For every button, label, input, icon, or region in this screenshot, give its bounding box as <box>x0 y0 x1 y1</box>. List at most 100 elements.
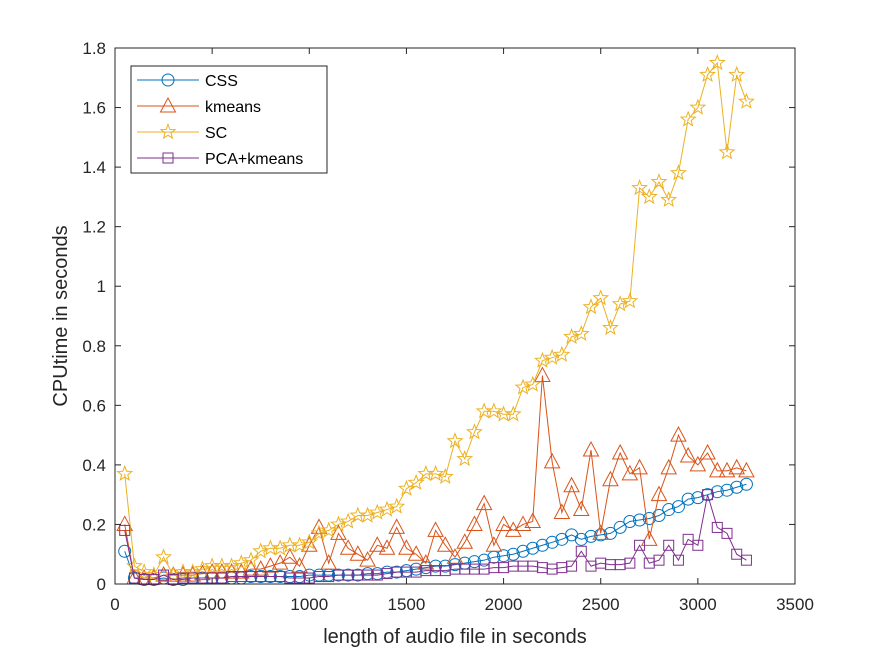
data-point-kmeans <box>417 554 435 570</box>
data-point-sc <box>388 497 406 514</box>
ticks-layer: 0 500 1000 1500 2000 2500 3000 3500 0 0.2 0.4 0.6 0.… <box>82 39 814 614</box>
data-point-sc <box>456 450 474 467</box>
x-tick-label: 500 <box>198 595 226 614</box>
data-point-pca-kmeans <box>566 560 578 572</box>
data-point-sc <box>592 289 610 306</box>
data-point-kmeans <box>359 551 376 567</box>
y-tick-label: 0.4 <box>82 456 106 475</box>
data-point-css <box>477 553 491 567</box>
data-point-sc <box>669 164 687 181</box>
x-tick-label: 2500 <box>582 595 620 614</box>
x-tick-label: 1500 <box>388 595 426 614</box>
x-tick-label: 2000 <box>485 595 523 614</box>
data-point-kmeans <box>436 536 454 552</box>
legend-label-sc: SC <box>205 125 227 142</box>
data-point-kmeans <box>446 548 464 564</box>
data-point-kmeans <box>495 515 512 531</box>
data-point-kmeans <box>708 461 726 478</box>
data-point-sc <box>397 479 415 496</box>
x-tick-label: 1000 <box>290 595 328 614</box>
data-point-kmeans <box>611 443 629 460</box>
x-tick-label: 3000 <box>679 595 717 614</box>
data-point-css <box>429 559 443 573</box>
data-point-css <box>603 526 617 540</box>
data-point-sc <box>116 464 134 482</box>
data-point-kmeans <box>572 500 590 517</box>
y-axis-title: CPUtime in seconds <box>50 225 72 406</box>
data-point-kmeans <box>407 545 425 561</box>
legend-label-kmeans: kmeans <box>205 99 261 116</box>
y-tick-label: 1.2 <box>82 218 106 237</box>
data-point-kmeans <box>718 461 736 478</box>
data-point-css <box>526 541 540 555</box>
legend-marker-kmeans <box>159 96 177 113</box>
data-point-sc <box>553 345 571 362</box>
data-point-css <box>739 477 753 491</box>
data-point-css <box>730 480 744 494</box>
data-point-pca-kmeans <box>692 539 704 551</box>
data-point-css <box>574 532 588 546</box>
data-point-kmeans <box>466 515 483 531</box>
data-point-kmeans <box>514 515 532 531</box>
data-point-kmeans <box>534 366 551 383</box>
y-tick-label: 0.6 <box>82 396 106 415</box>
legend-marker-pca-kmeans <box>162 152 174 164</box>
data-point-kmeans <box>602 470 619 487</box>
data-point-pca-kmeans <box>119 524 131 536</box>
data-point-kmeans <box>456 533 474 549</box>
data-point-css <box>516 544 530 558</box>
data-point-sc <box>465 423 483 440</box>
series-sc <box>116 53 755 583</box>
data-point-kmeans <box>427 521 444 537</box>
data-point-sc <box>427 464 445 482</box>
data-point-pca-kmeans <box>682 533 694 545</box>
legend-label-css: CSS <box>205 73 238 90</box>
data-point-kmeans <box>621 464 639 481</box>
data-point-kmeans <box>650 485 668 502</box>
data-point-kmeans <box>563 476 580 493</box>
data-point-kmeans <box>398 539 415 555</box>
y-tick-label: 1.6 <box>82 99 106 118</box>
data-point-sc <box>125 557 143 574</box>
data-point-kmeans <box>252 560 270 576</box>
data-point-css <box>448 558 462 572</box>
data-point-sc <box>737 92 755 109</box>
data-point-sc <box>621 292 639 309</box>
data-point-kmeans <box>281 548 299 564</box>
plot-frame <box>114 47 796 585</box>
data-point-pca-kmeans <box>634 539 646 551</box>
data-point-sc <box>485 402 503 419</box>
data-point-kmeans <box>271 554 289 570</box>
data-point-sc <box>601 319 619 336</box>
y-tick-label: 0.2 <box>82 515 106 534</box>
legend-marker-css <box>161 73 175 87</box>
data-point-css <box>720 483 734 497</box>
data-point-css <box>671 500 685 514</box>
data-point-css <box>613 520 627 534</box>
data-point-css <box>633 513 647 527</box>
data-point-kmeans <box>524 512 542 528</box>
data-point-sc <box>699 65 717 83</box>
data-point-css <box>497 549 511 563</box>
data-point-pca-kmeans <box>702 489 714 501</box>
series-line-kmeans <box>124 375 747 579</box>
data-point-sc <box>436 467 454 485</box>
data-point-css <box>118 544 132 558</box>
data-point-sc <box>631 179 649 196</box>
data-point-pca-kmeans <box>575 545 587 557</box>
data-point-css <box>642 511 656 525</box>
data-point-sc <box>708 53 726 71</box>
y-tick-label: 0 <box>97 575 106 594</box>
data-point-kmeans <box>291 557 308 573</box>
data-point-sc <box>524 375 542 392</box>
data-point-kmeans <box>582 440 600 457</box>
data-point-kmeans <box>640 530 658 546</box>
data-point-css <box>535 538 549 552</box>
y-tick-label: 1 <box>97 277 106 296</box>
data-point-kmeans <box>320 554 338 570</box>
data-point-kmeans <box>689 455 707 472</box>
data-point-sc <box>504 405 522 422</box>
data-point-kmeans <box>553 503 571 520</box>
data-point-sc <box>572 324 590 342</box>
